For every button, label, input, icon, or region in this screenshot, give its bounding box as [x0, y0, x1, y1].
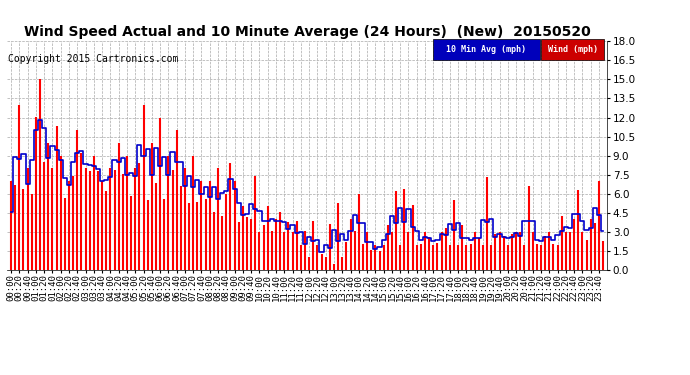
Text: Copyright 2015 Cartronics.com: Copyright 2015 Cartronics.com	[8, 54, 179, 64]
Text: Wind (mph): Wind (mph)	[548, 45, 598, 54]
Title: Wind Speed Actual and 10 Minute Average (24 Hours)  (New)  20150520: Wind Speed Actual and 10 Minute Average …	[23, 25, 591, 39]
Text: 10 Min Avg (mph): 10 Min Avg (mph)	[446, 45, 526, 54]
